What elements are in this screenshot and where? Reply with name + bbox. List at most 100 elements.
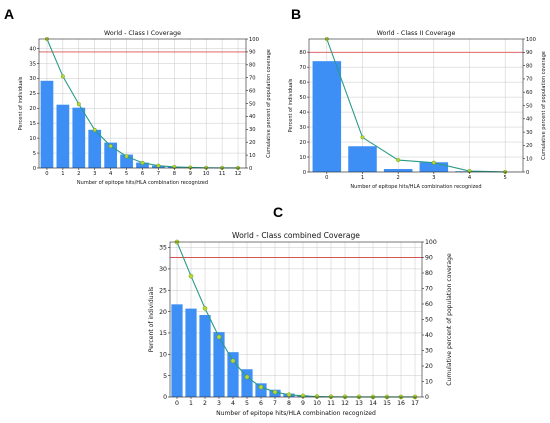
chart-c-bar <box>213 332 225 397</box>
chart-c-coverage-line <box>176 241 415 398</box>
chart-a-xtick-label: 8 <box>173 171 176 177</box>
chart-c-xtick-label: 6 <box>259 400 263 407</box>
chart-a-y2tick-label: 40 <box>249 114 256 120</box>
chart-c-ytick-label: 0 <box>163 394 167 401</box>
chart-a-y2tick-label: 10 <box>249 153 256 159</box>
chart-c-y2tick-label: 80 <box>425 270 433 277</box>
chart-a-xlabel: Number of epitope hits/HLA combination r… <box>77 180 208 186</box>
chart-a-y2tick-label: 0 <box>249 166 252 172</box>
chart-c-y2tick-label: 70 <box>425 286 433 293</box>
chart-c-coverage-point <box>202 306 208 311</box>
chart-c-coverage-point <box>216 334 222 340</box>
chart-b-xtick-label: 2 <box>397 175 400 181</box>
chart-b-ytick-label: 10 <box>299 155 306 161</box>
chart-a-xtick-label: 2 <box>77 171 80 177</box>
panel-label-c: C <box>273 204 284 220</box>
chart-a-y2tick-label: 70 <box>249 76 256 82</box>
chart-a-bar <box>136 162 149 168</box>
chart-c-y2tick-label: 50 <box>425 317 433 324</box>
chart-b-ytick-label: 30 <box>299 125 306 131</box>
chart-c-bar <box>241 369 253 397</box>
chart-c-xtick-label: 10 <box>313 400 321 407</box>
chart-b-y2label: Cumulative percent of population coverag… <box>541 51 547 160</box>
chart-c-coverage-point <box>230 358 236 364</box>
chart-b-bar <box>383 169 413 172</box>
chart-c-ytick-label: 20 <box>159 309 167 316</box>
chart-c-y2tick-label: 100 <box>425 239 437 246</box>
chart-a-xtick-label: 6 <box>141 171 144 177</box>
chart-b-xtick-label: 5 <box>504 175 507 181</box>
chart-c-coverage-point <box>244 374 250 380</box>
chart-b-title: World - Class II Coverage <box>377 30 456 37</box>
chart-a-y2tick-label: 80 <box>249 63 256 69</box>
chart-a-ylabel: Percent of individuals <box>18 76 24 130</box>
chart-c-ytick-label: 15 <box>159 330 167 337</box>
chart-b-bar <box>348 146 377 172</box>
chart-c-coverage-point <box>286 392 292 397</box>
chart-a-coverage-point <box>76 102 81 107</box>
panel-label-b: B <box>291 6 302 22</box>
chart-a-coverage-point <box>140 160 145 165</box>
chart-c-title: World - Class combined Coverage <box>232 231 360 240</box>
chart-a-bar <box>56 104 70 168</box>
chart-c-xtick-label: 1 <box>189 400 193 407</box>
chart-c-ytick-label: 5 <box>163 373 167 380</box>
chart-a-y2tick-label: 60 <box>249 88 256 94</box>
chart-a-bar <box>88 129 102 168</box>
chart-a-y2tick-label: 20 <box>249 140 256 146</box>
chart-c-bar <box>255 383 267 397</box>
chart-c-ytick-label: 25 <box>159 287 167 294</box>
chart-c-y2tick-label: 0 <box>425 394 429 401</box>
chart-b-bar <box>312 61 342 172</box>
chart-b-ytick-label: 40 <box>299 110 306 116</box>
chart-c-ytick-label: 35 <box>159 245 167 252</box>
chart-c-y2tick-label: 30 <box>425 348 433 355</box>
chart-c-xlabel: Number of epitope hits/HLA combination r… <box>216 410 376 417</box>
chart-a-ytick-label: 35 <box>29 61 36 67</box>
chart-b-xtick-label: 0 <box>325 175 328 181</box>
chart-c-xtick-label: 11 <box>327 400 335 407</box>
chart-a-xtick-label: 7 <box>157 171 160 177</box>
chart-b-ytick-label: 50 <box>299 95 306 101</box>
chart-c-xtick-label: 8 <box>287 400 291 407</box>
chart-c-xtick-label: 2 <box>203 400 207 407</box>
chart-a-xtick-label: 3 <box>93 171 96 177</box>
chart-c-xtick-label: 7 <box>273 400 277 407</box>
chart-c-xtick-label: 4 <box>231 400 235 407</box>
chart-b-y2tick-label: 10 <box>526 157 533 163</box>
chart-c-bar <box>185 308 197 397</box>
chart-b-ytick-label: 70 <box>299 65 306 71</box>
chart-c-ylabel: Percent of individuals <box>148 287 155 352</box>
chart-a-xtick-label: 0 <box>45 171 48 177</box>
chart-c-bar <box>171 304 183 397</box>
chart-c-y2label: Cumulative percent of population coverag… <box>446 253 453 386</box>
chart-c-xtick-label: 15 <box>383 400 391 407</box>
chart-b-y2tick-label: 50 <box>526 103 533 109</box>
chart-b-y2tick-label: 90 <box>526 50 533 56</box>
chart-c-xtick-label: 9 <box>301 400 305 407</box>
chart-b-ytick-label: 0 <box>303 170 306 176</box>
chart-a-xtick-label: 1 <box>61 171 64 177</box>
chart-b-y2tick-label: 40 <box>526 117 533 123</box>
chart-c-xtick-label: 5 <box>245 400 249 407</box>
chart-c-bar <box>227 352 239 397</box>
chart-a-ytick-label: 10 <box>29 136 36 142</box>
chart-c-xtick-label: 12 <box>341 400 349 407</box>
chart-c-y2tick-label: 20 <box>425 363 433 370</box>
chart-a-y2label: Cumulative percent of population coverag… <box>266 49 272 158</box>
chart-c-coverage-point <box>272 389 278 395</box>
chart-b-y2tick-label: 100 <box>526 37 536 43</box>
chart-c-y2tick-label: 60 <box>425 301 433 308</box>
chart-a-coverage-point <box>60 74 65 79</box>
chart-b-coverage-line <box>326 38 506 173</box>
chart-a-y2tick-label: 50 <box>249 101 256 107</box>
chart-a-xtick-label: 12 <box>235 171 242 177</box>
chart-b-xtick-label: 3 <box>432 175 435 181</box>
chart-a-xtick-label: 11 <box>219 171 226 177</box>
chart-a-coverage-point <box>156 163 161 168</box>
chart-a-ytick-label: 15 <box>29 121 36 127</box>
chart-a-coverage-point <box>92 127 97 132</box>
chart-a-ytick-label: 20 <box>29 106 36 112</box>
chart-b-y2tick-label: 30 <box>526 130 533 136</box>
